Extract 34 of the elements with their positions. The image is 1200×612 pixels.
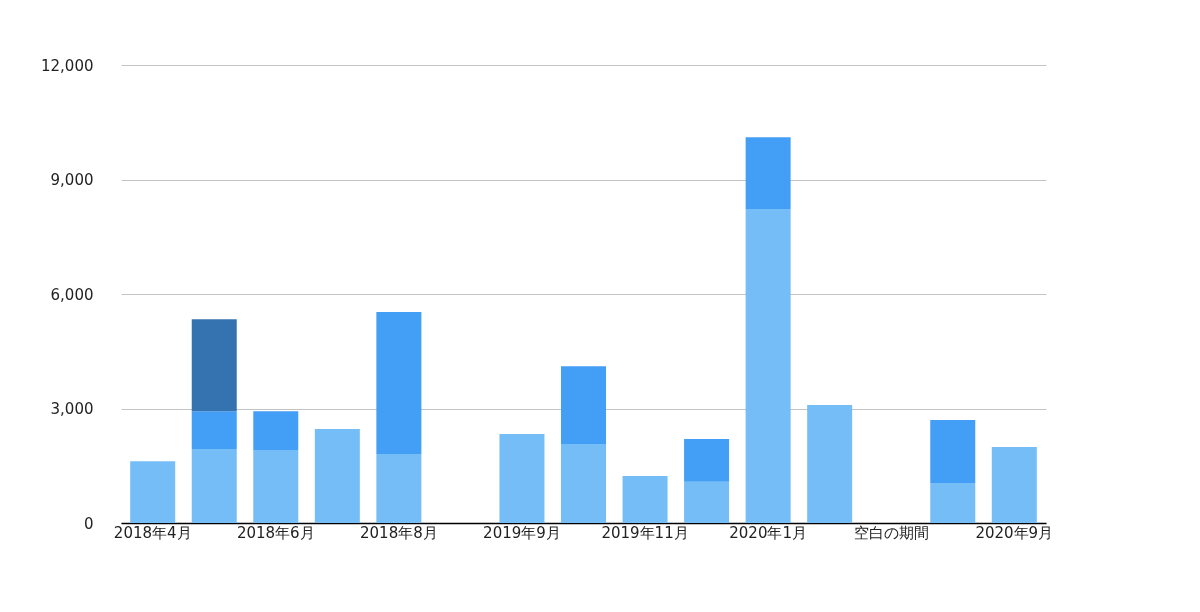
y-tick-label: 3,000 — [50, 400, 94, 418]
bar — [745, 208, 791, 523]
x-tick-label: 2020年1月 — [729, 523, 807, 542]
bar — [561, 444, 606, 523]
bar — [191, 411, 237, 449]
bar — [930, 419, 976, 483]
bar — [930, 482, 976, 523]
x-tick-label: 2019年11月 — [601, 523, 689, 542]
x-tick-label: 2018年4月 — [113, 523, 192, 542]
y-tick-label: 0 — [83, 514, 94, 533]
y-tick-label: 12,000 — [41, 56, 94, 75]
bar — [253, 411, 299, 451]
bar — [253, 450, 299, 523]
x-tick-label: 空白の期間 — [853, 523, 929, 542]
bar — [684, 481, 730, 523]
bar — [191, 448, 237, 523]
y-tick-label: 6,000 — [50, 285, 94, 304]
bar — [991, 447, 1037, 523]
x-tick-label: 2018年6月 — [236, 523, 315, 542]
bar — [499, 434, 545, 523]
bar — [130, 461, 176, 523]
bar — [376, 453, 422, 523]
bar — [807, 405, 853, 523]
x-tick-label: 2020年9月 — [975, 523, 1054, 542]
x-tick-label: 2019年9月 — [483, 523, 561, 542]
bar — [684, 439, 730, 482]
bar — [745, 137, 791, 209]
bar — [561, 366, 606, 444]
x-tick-label: 2018年8月 — [360, 523, 438, 542]
bar — [622, 476, 668, 523]
bar — [376, 311, 422, 454]
y-tick-label: 9,000 — [50, 171, 94, 189]
bar — [314, 429, 360, 523]
bar — [191, 319, 237, 412]
